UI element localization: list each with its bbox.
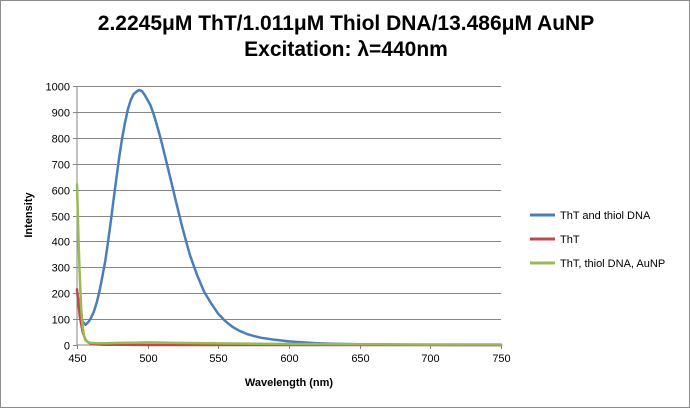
x-tick-label: 450 <box>68 353 86 365</box>
y-tick-label: 900 <box>52 108 70 120</box>
legend-label-2: ThT, thiol DNA, AuNP <box>560 258 665 270</box>
legend: ThT and thiol DNA ThT ThT, thiol DNA, AuNP <box>530 210 665 270</box>
axes <box>76 86 501 346</box>
y-tick-label: 0 <box>64 341 70 353</box>
x-tick-label: 700 <box>421 353 439 365</box>
y-tick-label: 800 <box>52 134 70 146</box>
y-tick-label: 200 <box>52 289 70 301</box>
chart-title-line2: Excitation: λ=440nm <box>244 38 448 61</box>
y-tick-label: 1000 <box>46 82 70 94</box>
grid-lines <box>77 86 501 320</box>
y-tick-label: 300 <box>52 263 70 275</box>
x-tick-label: 750 <box>492 353 510 365</box>
y-tick-label: 400 <box>52 237 70 249</box>
x-tick-label: 600 <box>280 353 298 365</box>
y-axis-label: Intensity <box>23 192 35 238</box>
x-tick-label: 650 <box>351 353 369 365</box>
y-tick-label: 100 <box>52 315 70 327</box>
series-line-1 <box>75 288 503 347</box>
y-tick-label: 600 <box>52 186 70 198</box>
tick-labels: 0 100 200 300 400 500 600 700 800 900 1000 450 500 55… <box>46 82 511 366</box>
series-line-2 <box>75 183 503 346</box>
x-tick-label: 500 <box>139 353 157 365</box>
legend-label-0: ThT and thiol DNA <box>560 210 651 222</box>
series-lines <box>75 88 503 347</box>
x-tick-label: 550 <box>209 353 227 365</box>
legend-label-1: ThT <box>560 234 580 246</box>
series-line-0 <box>75 88 503 347</box>
chart-title-line1: 2.2245μM ThT/1.011μM Thiol DNA/13.486μM … <box>97 12 595 35</box>
chart-title: 2.2245μM ThT/1.011μM Thiol DNA/13.486μM … <box>1 11 690 63</box>
x-axis-label: Wavelength (nm) <box>245 377 334 389</box>
y-tick-label: 700 <box>52 160 70 172</box>
y-tick-label: 500 <box>52 212 70 224</box>
